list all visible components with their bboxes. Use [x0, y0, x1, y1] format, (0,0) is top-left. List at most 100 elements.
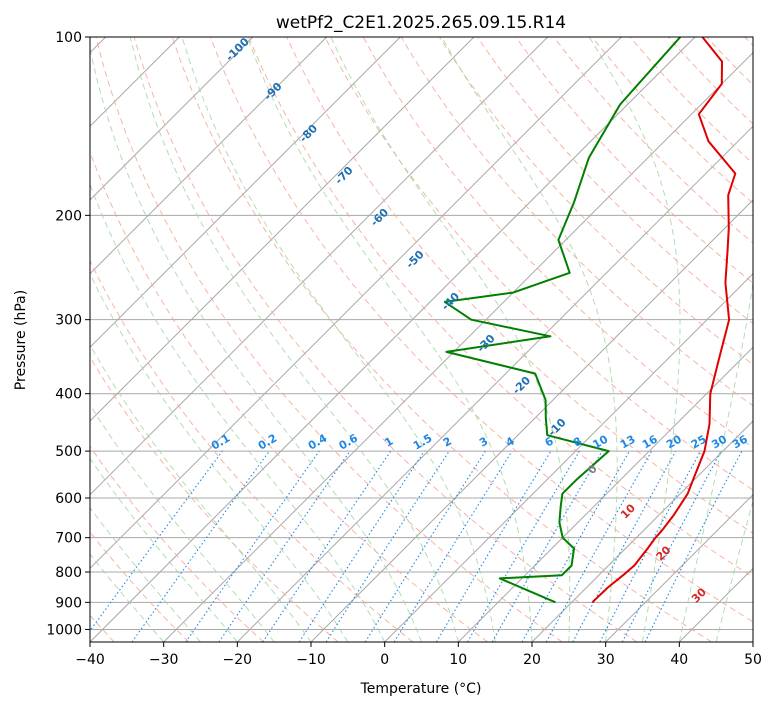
mixing-ratio-line — [521, 450, 630, 642]
dry-adiabat-label: 20 — [654, 543, 674, 563]
dry-adiabat-line — [706, 37, 753, 86]
isotherm-line — [163, 51, 753, 642]
isotherm-line — [90, 37, 622, 570]
isotherm-line — [752, 641, 753, 642]
y-axis: 100 200 300 400 500 600 700 800 900 1000 — [46, 30, 90, 638]
moist-adiabat-line — [90, 506, 201, 642]
dry-adiabat-line — [90, 356, 339, 642]
isotherm-line — [531, 420, 753, 642]
dry-adiabat-line — [668, 37, 753, 125]
moist-adiabat-line — [90, 457, 238, 642]
moist-adiabat-line — [90, 46, 422, 642]
mixing-ratio-label: 30 — [709, 432, 729, 451]
moist-adiabat-line — [90, 404, 275, 642]
mixing-ratio-label: 1 — [382, 435, 395, 450]
x-tick-label: −20 — [223, 652, 253, 668]
mixing-ratio-line — [218, 450, 351, 642]
y-tick-label: 600 — [55, 491, 82, 507]
x-tick-label: −40 — [75, 652, 105, 668]
mixing-ratio-line — [545, 450, 653, 642]
isotherm-line — [678, 567, 753, 642]
mixing-ratio-label: 20 — [664, 432, 684, 451]
mixing-ratio-line — [325, 450, 450, 642]
mixing-ratio-line — [572, 450, 677, 642]
dry-adiabat-label: -60 — [368, 206, 391, 229]
isotherm-line — [90, 37, 401, 349]
mixing-ratio-line — [364, 450, 486, 642]
moist-adiabat-line — [181, 37, 496, 642]
dry-adiabat-line — [553, 37, 753, 244]
x-tick-label: 40 — [670, 652, 688, 668]
dry-adiabat-label: -40 — [439, 290, 462, 313]
dry-adiabat-label: -100 — [223, 35, 252, 64]
dry-adiabat-line — [438, 37, 753, 366]
dry-adiabat-line — [477, 37, 753, 325]
x-tick-label: 10 — [449, 652, 467, 668]
x-axis: −40 −30 −20 −10 0 10 20 30 40 50 — [75, 642, 762, 668]
dry-adiabat-line — [133, 37, 638, 642]
dry-adiabat-line — [90, 259, 414, 642]
mixing-ratio-line — [185, 450, 320, 642]
mixing-ratio-label: 0.4 — [306, 431, 330, 452]
dry-adiabat-line — [248, 37, 753, 578]
dry-adiabat-label: -90 — [261, 80, 284, 103]
isotherm-line — [90, 37, 475, 422]
moist-adiabat-line — [330, 37, 571, 642]
moist-adiabat-line — [90, 343, 312, 642]
moist-adiabat-line — [90, 553, 165, 642]
mixing-ratio-line — [393, 450, 513, 642]
moist-adiabat-line — [90, 182, 386, 642]
dry-adiabat-line — [591, 37, 753, 204]
isotherm-line — [90, 37, 549, 496]
y-tick-label: 700 — [55, 531, 82, 547]
y-tick-label: 400 — [55, 387, 82, 403]
plot-frame — [89, 36, 754, 643]
chart-title: wetPf2_C2E1.2025.265.09.15.R14 — [276, 13, 566, 33]
mixing-ratio-line — [644, 450, 743, 642]
isotherm-line — [236, 125, 753, 642]
dry-adiabat-line — [171, 37, 712, 642]
y-tick-label: 100 — [55, 30, 82, 46]
dry-adiabat-line — [744, 37, 753, 47]
mixing-ratio-line — [467, 450, 580, 642]
isotherm-line — [605, 493, 753, 642]
moist-adiabat-line — [90, 272, 349, 642]
x-tick-label: −30 — [149, 652, 179, 668]
dry-adiabat-line — [95, 37, 563, 642]
mixing-ratio-label: 0.2 — [256, 432, 279, 453]
isotherm-line — [90, 37, 254, 201]
dry-adiabat-line — [286, 37, 753, 534]
dry-adiabat-label: -30 — [474, 332, 497, 355]
y-axis-label: Pressure (hPa) — [13, 290, 29, 390]
x-tick-label: −10 — [296, 652, 326, 668]
moist-adiabat-line — [588, 37, 681, 642]
mixing-ratio-line — [435, 450, 552, 642]
moist-adiabat-line — [129, 37, 459, 642]
x-tick-label: 20 — [523, 652, 541, 668]
y-tick-label: 1000 — [46, 622, 82, 638]
mixing-ratio-line — [298, 450, 425, 642]
mixing-ratio-line — [90, 450, 223, 632]
y-tick-label: 300 — [55, 313, 82, 329]
isotherm-line — [384, 272, 753, 642]
mixing-ratio-label: 16 — [640, 432, 660, 451]
y-tick-label: 500 — [55, 444, 82, 460]
mixing-ratio-label: 1.5 — [411, 432, 434, 453]
dry-adiabat-label: -70 — [332, 164, 355, 187]
mixing-ratio-label: 13 — [618, 433, 638, 452]
temperature-profile-line — [591, 37, 737, 604]
dry-adiabat-line — [400, 37, 753, 407]
x-tick-label: 50 — [744, 652, 762, 668]
y-tick-label: 800 — [55, 565, 82, 581]
moist-adiabat-line — [441, 37, 618, 642]
x-tick-label: 0 — [380, 652, 389, 668]
dry-adiabat-line — [90, 150, 488, 642]
dry-adiabat-line — [90, 445, 264, 642]
background-lines — [90, 37, 753, 642]
mixing-ratio-label: 10 — [590, 432, 610, 451]
mixing-ratio-label: 0.1 — [209, 432, 232, 453]
dry-adiabat-line — [362, 37, 753, 449]
dewpoint-profile-line — [443, 37, 682, 604]
